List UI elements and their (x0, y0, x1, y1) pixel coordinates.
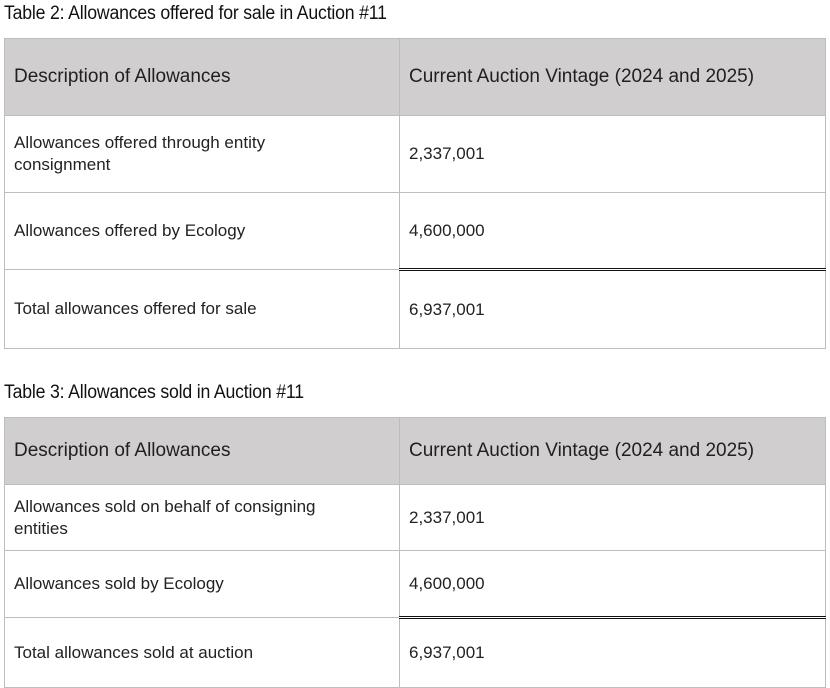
table-3-allowances-sold: Description of Allowances Current Auctio… (4, 417, 826, 688)
row-value: 6,937,001 (399, 616, 826, 688)
row-description: Allowances sold on behalf of consigning … (4, 484, 400, 551)
row-description: Total allowances sold at auction (4, 617, 400, 688)
table-row-total: Total allowances sold at auction 6,937,0… (4, 616, 826, 688)
row-description: Allowances offered by Ecology (4, 192, 400, 270)
table-row: Allowances sold on behalf of consigning … (4, 484, 826, 551)
table-2-title: Table 2: Allowances offered for sale in … (4, 3, 387, 24)
row-description: Total allowances offered for sale (4, 269, 400, 349)
column-header-description: Description of Allowances (4, 38, 400, 116)
row-value: 4,600,000 (399, 192, 826, 270)
table-header-row: Description of Allowances Current Auctio… (4, 417, 826, 485)
table-header-row: Description of Allowances Current Auctio… (4, 38, 826, 116)
table-row: Allowances sold by Ecology 4,600,000 (4, 550, 826, 618)
table-row: Allowances offered by Ecology 4,600,000 (4, 192, 826, 270)
row-value: 2,337,001 (399, 115, 826, 193)
row-value: 2,337,001 (399, 484, 826, 551)
column-header-vintage: Current Auction Vintage (2024 and 2025) (399, 38, 826, 116)
table-3-title: Table 3: Allowances sold in Auction #11 (4, 382, 304, 403)
row-value: 6,937,001 (399, 268, 826, 349)
row-description: Allowances offered through entity consig… (4, 115, 400, 193)
table-row: Allowances offered through entity consig… (4, 115, 826, 193)
table-2-allowances-offered: Description of Allowances Current Auctio… (4, 38, 826, 349)
column-header-vintage: Current Auction Vintage (2024 and 2025) (399, 417, 826, 485)
row-description: Allowances sold by Ecology (4, 550, 400, 618)
column-header-description: Description of Allowances (4, 417, 400, 485)
table-row-total: Total allowances offered for sale 6,937,… (4, 268, 826, 349)
row-value: 4,600,000 (399, 550, 826, 618)
